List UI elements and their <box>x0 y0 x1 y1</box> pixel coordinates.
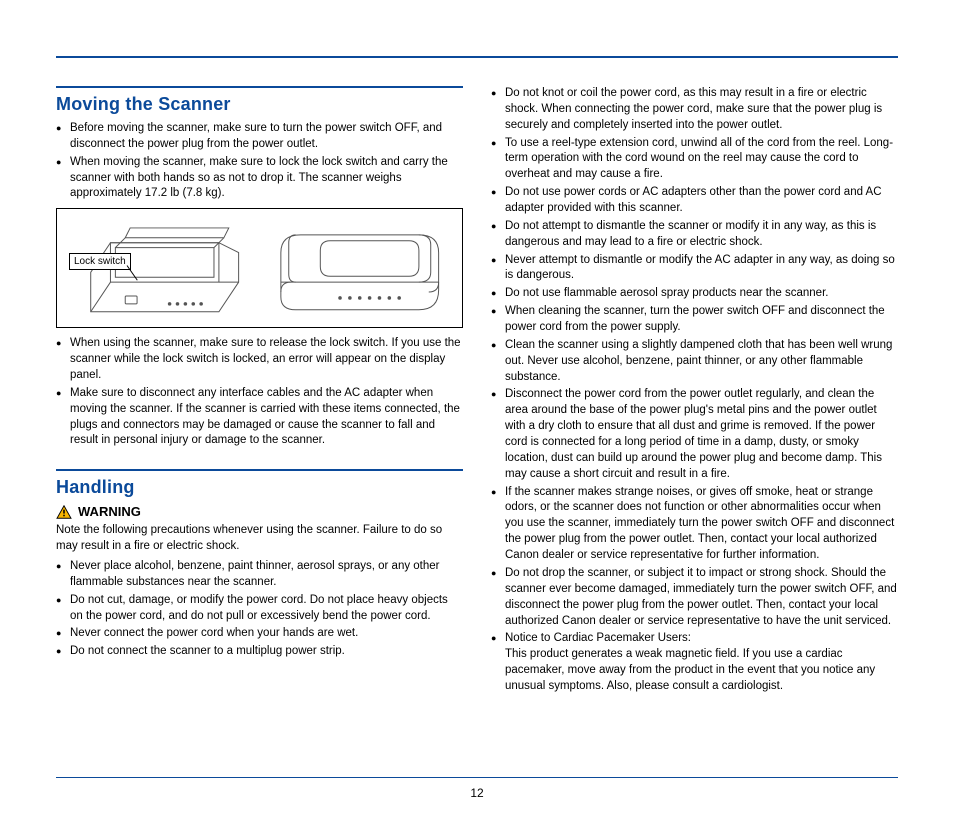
scanner-figure: Lock switch <box>56 208 463 328</box>
list-item: Make sure to disconnect any interface ca… <box>56 386 463 449</box>
list-item: If the scanner makes strange noises, or … <box>491 485 898 564</box>
list-item: Do not attempt to dismantle the scanner … <box>491 219 898 251</box>
list-item: To use a reel-type extension cord, unwin… <box>491 136 898 184</box>
list-item: Notice to Cardiac Pacemaker Users: This … <box>491 631 898 694</box>
figure-scanner-open: Lock switch <box>65 217 255 319</box>
list-item: Do not connect the scanner to a multiplu… <box>56 644 463 660</box>
list-item: When moving the scanner, make sure to lo… <box>56 155 463 203</box>
list-item: Do not drop the scanner, or subject it t… <box>491 566 898 629</box>
figure-scanner-closed <box>265 217 455 319</box>
top-rule <box>56 56 898 58</box>
list-item: Never connect the power cord when your h… <box>56 626 463 642</box>
handling-intro: Note the following precautions whenever … <box>56 523 463 555</box>
list-item: Never attempt to dismantle or modify the… <box>491 253 898 285</box>
moving-bullets-bottom: When using the scanner, make sure to rel… <box>56 336 463 449</box>
left-column: Moving the Scanner Before moving the sca… <box>56 86 463 697</box>
right-bullets: Do not knot or coil the power cord, as t… <box>491 86 898 695</box>
list-item: When using the scanner, make sure to rel… <box>56 336 463 384</box>
list-item: Do not knot or coil the power cord, as t… <box>491 86 898 134</box>
list-item: Do not use flammable aerosol spray produ… <box>491 286 898 302</box>
list-item: Do not cut, damage, or modify the power … <box>56 593 463 625</box>
section-title-moving: Moving the Scanner <box>56 94 463 115</box>
moving-bullets-top: Before moving the scanner, make sure to … <box>56 121 463 202</box>
list-item: When cleaning the scanner, turn the powe… <box>491 304 898 336</box>
section-rule <box>56 469 463 471</box>
list-item: Never place alcohol, benzene, paint thin… <box>56 559 463 591</box>
list-item: Do not use power cords or AC adapters ot… <box>491 185 898 217</box>
page: Moving the Scanner Before moving the sca… <box>0 0 954 818</box>
list-item: Before moving the scanner, make sure to … <box>56 121 463 153</box>
warning-triangle-icon <box>56 505 72 519</box>
handling-bullets: Never place alcohol, benzene, paint thin… <box>56 559 463 660</box>
two-column-layout: Moving the Scanner Before moving the sca… <box>56 86 898 697</box>
lock-switch-label: Lock switch <box>69 253 131 270</box>
footer-rule <box>56 777 898 778</box>
scanner-closed-illustration <box>271 223 448 322</box>
list-item: Clean the scanner using a slightly dampe… <box>491 338 898 386</box>
section-title-handling: Handling <box>56 477 463 498</box>
right-column: Do not knot or coil the power cord, as t… <box>491 86 898 697</box>
section-rule <box>56 86 463 88</box>
list-item: Disconnect the power cord from the power… <box>491 387 898 482</box>
warning-heading: WARNING <box>56 504 463 519</box>
warning-label: WARNING <box>78 504 141 519</box>
page-number: 12 <box>0 786 954 800</box>
scanner-open-illustration <box>71 223 248 322</box>
